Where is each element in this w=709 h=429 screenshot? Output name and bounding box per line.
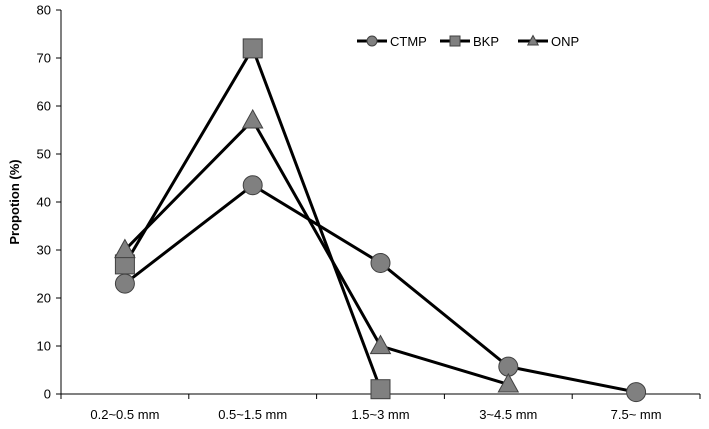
data-point-ctmp [242,175,263,196]
series-line-bkp [123,46,382,390]
legend-label-onp: ONP [551,34,579,49]
y-tick-label: 40 [37,195,51,210]
data-point-bkp [242,38,263,59]
data-point-onp [497,372,520,393]
data-point-bkp [370,379,391,400]
series-bkp [114,38,391,400]
x-tick-label: 0.2~0.5 mm [90,407,159,422]
legend-label-bkp: BKP [473,34,499,49]
legend-item-ctmp: CTMP [357,34,427,49]
y-tick-label: 60 [37,99,51,114]
series-ctmp [114,175,647,403]
y-axis-label: Propotion (%) [7,159,22,244]
y-axis-ticks: 0 10 20 30 40 50 60 70 80 [37,3,61,402]
data-point-onp [241,108,264,129]
legend-item-onp: ONP [518,34,579,49]
y-tick-label: 20 [37,291,51,306]
chart-series [114,38,647,403]
legend-marker-onp [526,34,540,46]
y-tick-label: 70 [37,51,51,66]
y-tick-label: 0 [44,387,51,402]
x-tick-label: 0.5~1.5 mm [218,407,287,422]
legend-marker-bkp [449,35,461,47]
y-tick-label: 30 [37,243,51,258]
y-tick-label: 10 [37,339,51,354]
x-tick-label: 7.5~ mm [611,407,662,422]
y-tick-label: 80 [37,3,51,18]
data-point-ctmp [626,382,647,403]
data-point-ctmp [370,252,391,273]
x-axis-ticks: 0.2~0.5 mm 0.5~1.5 mm 1.5~3 mm 3~4.5 mm 7.5~… [60,394,701,422]
legend-item-bkp: BKP [440,34,499,49]
x-tick-label: 1.5~3 mm [351,407,409,422]
y-tick-label: 50 [37,147,51,162]
data-point-onp [369,334,392,355]
series-line-onp [123,118,509,386]
series-line-ctmp [123,183,637,394]
series-onp [114,108,520,393]
legend-label-ctmp: CTMP [390,34,427,49]
x-tick-label: 3~4.5 mm [479,407,537,422]
chart-legend: CTMP BKP ONP [357,34,579,49]
legend-marker-ctmp [366,35,378,47]
data-point-onp [114,238,136,259]
data-point-ctmp [114,273,135,294]
